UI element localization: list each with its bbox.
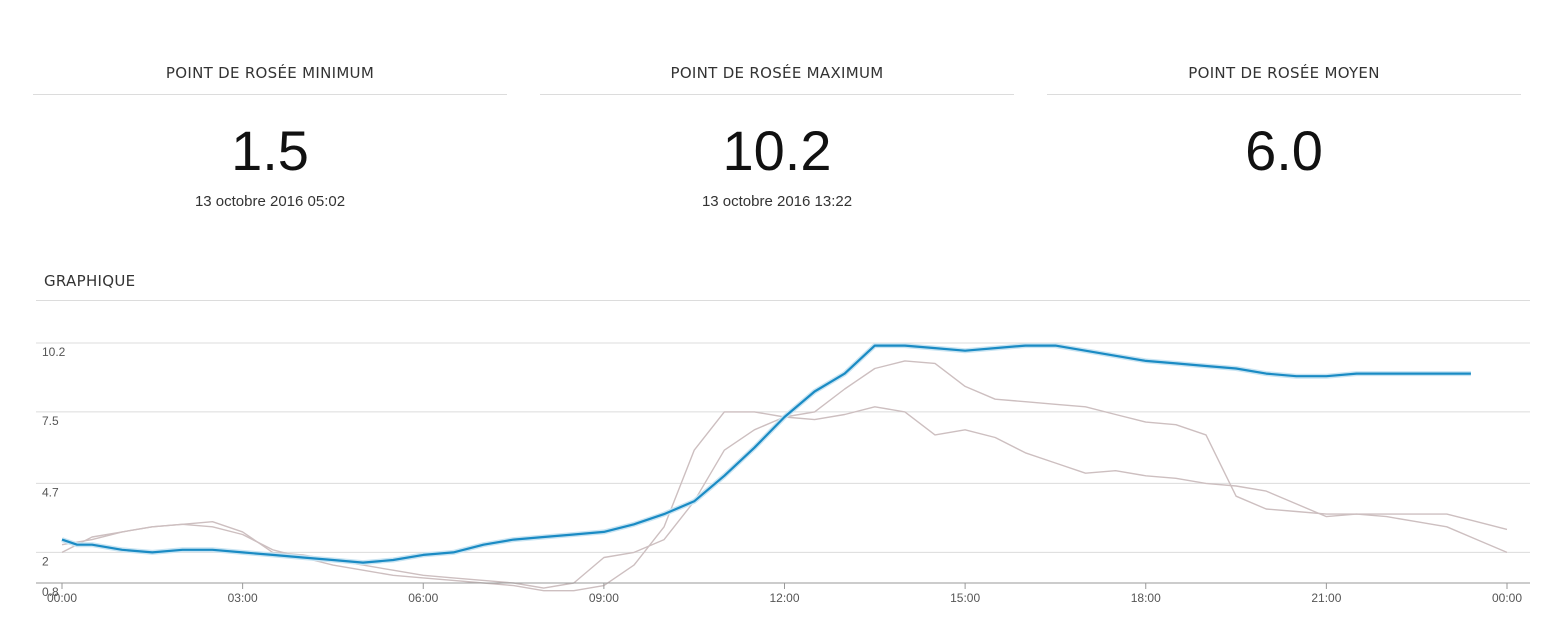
series-line-history: [61, 406, 1508, 592]
series-line-main[interactable]: [61, 344, 1471, 564]
y-tick-label: 2: [42, 554, 49, 568]
divider: [1047, 94, 1521, 95]
stat-minimum-title: POINT DE ROSÉE MINIMUM: [165, 64, 375, 82]
graph-title: GRAPHIQUE: [44, 272, 136, 290]
stat-minimum-date: 13 octobre 2016 05:02: [194, 193, 346, 210]
x-tick-label: 03:00: [228, 591, 258, 605]
stat-maximum-title: POINT DE ROSÉE MAXIMUM: [670, 64, 884, 82]
stat-average-title: POINT DE ROSÉE MOYEN: [1188, 64, 1380, 82]
x-tick-label: 12:00: [769, 591, 799, 605]
x-tick-label: 21:00: [1311, 591, 1341, 605]
y-tick-label: 0.8: [42, 585, 59, 599]
y-tick-label: 7.5: [42, 414, 59, 428]
x-tick-label: 09:00: [589, 591, 619, 605]
stat-minimum-value: 1.5: [231, 119, 309, 182]
x-tick-label: 00:00: [47, 591, 77, 605]
stat-maximum-date: 13 octobre 2016 13:22: [701, 193, 853, 210]
divider: [540, 94, 1014, 95]
x-tick-label: 18:00: [1131, 591, 1161, 605]
divider: [36, 300, 1530, 301]
y-tick-label: 10.2: [42, 345, 66, 359]
main-series[interactable]: [61, 343, 1471, 566]
divider: [33, 94, 507, 95]
dew-point-chart[interactable]: 0.8 2 4.7 7.5 10.2 00:00 03:00 06:00 09:00 12:00 1…: [0, 300, 1557, 626]
y-tick-label: 4.7: [42, 485, 59, 499]
x-tick-label: 00:00: [1492, 591, 1522, 605]
series-line-shadow: [61, 343, 1471, 566]
chart-axes: 0.8 2 4.7 7.5 10.2 00:00 03:00 06:00 09:00 12:00 1…: [36, 345, 1530, 605]
x-tick-label: 15:00: [950, 591, 980, 605]
x-tick-label: 06:00: [408, 591, 438, 605]
stat-average-value: 6.0: [1245, 119, 1323, 182]
stat-maximum-value: 10.2: [722, 119, 832, 182]
